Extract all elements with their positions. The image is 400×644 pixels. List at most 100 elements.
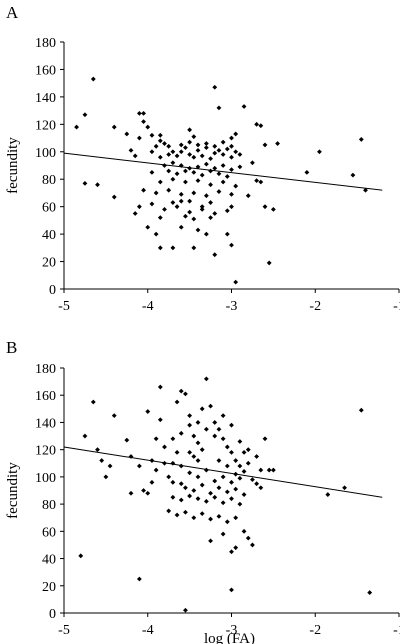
panel-label: B bbox=[6, 338, 17, 357]
data-point bbox=[111, 194, 117, 200]
data-point bbox=[220, 163, 226, 168]
data-point bbox=[241, 528, 247, 534]
data-point bbox=[103, 474, 109, 480]
data-point bbox=[270, 207, 276, 212]
data-point bbox=[358, 407, 364, 413]
data-point bbox=[157, 384, 163, 390]
data-point bbox=[166, 508, 172, 514]
data-point bbox=[136, 576, 142, 582]
data-point bbox=[216, 513, 222, 519]
data-point bbox=[195, 148, 201, 153]
data-point bbox=[258, 123, 264, 129]
data-point bbox=[233, 183, 239, 189]
data-point bbox=[212, 84, 218, 90]
data-point bbox=[254, 178, 260, 183]
data-point bbox=[187, 493, 193, 499]
data-point bbox=[153, 143, 159, 149]
data-point bbox=[199, 511, 205, 517]
data-point bbox=[178, 149, 184, 155]
data-point bbox=[220, 179, 226, 185]
data-point bbox=[178, 497, 184, 503]
y-tick-label: 120 bbox=[35, 444, 56, 459]
data-point bbox=[178, 142, 184, 148]
data-point bbox=[229, 167, 234, 173]
data-point bbox=[174, 449, 180, 455]
data-point bbox=[229, 242, 234, 248]
data-point bbox=[212, 150, 218, 156]
data-point bbox=[220, 474, 226, 480]
data-point bbox=[363, 187, 368, 193]
data-point bbox=[208, 156, 213, 162]
data-point bbox=[229, 496, 234, 502]
data-point bbox=[199, 482, 205, 488]
data-point bbox=[162, 207, 167, 212]
data-point bbox=[191, 454, 197, 459]
data-point bbox=[250, 477, 255, 483]
data-point bbox=[233, 486, 239, 492]
data-point bbox=[78, 553, 84, 559]
data-point bbox=[136, 135, 142, 141]
data-point bbox=[82, 433, 88, 439]
data-point bbox=[153, 190, 159, 196]
data-point bbox=[178, 191, 184, 197]
data-point bbox=[245, 535, 251, 541]
data-point bbox=[254, 121, 260, 127]
data-point bbox=[208, 215, 213, 221]
data-point bbox=[145, 409, 151, 414]
data-point bbox=[224, 444, 230, 450]
y-tick-label: 140 bbox=[35, 416, 56, 431]
data-point bbox=[245, 460, 251, 466]
data-point bbox=[241, 492, 247, 497]
data-point bbox=[317, 149, 322, 155]
data-point bbox=[224, 231, 230, 237]
data-point bbox=[187, 470, 193, 476]
data-point bbox=[187, 152, 193, 157]
data-point bbox=[224, 519, 230, 525]
data-point bbox=[199, 172, 205, 178]
data-point bbox=[233, 458, 239, 463]
data-point bbox=[203, 426, 209, 432]
data-point bbox=[195, 142, 201, 148]
data-point bbox=[266, 260, 272, 266]
data-point bbox=[149, 149, 155, 155]
data-point bbox=[262, 142, 268, 148]
data-point bbox=[229, 135, 234, 141]
data-point bbox=[187, 127, 193, 133]
data-point bbox=[258, 179, 264, 185]
data-point bbox=[124, 131, 130, 137]
data-point bbox=[258, 485, 264, 491]
data-point bbox=[258, 467, 264, 473]
x-tick-label: -3 bbox=[226, 623, 238, 638]
data-point bbox=[170, 436, 176, 442]
y-tick-label: 140 bbox=[35, 91, 56, 106]
data-point bbox=[212, 433, 218, 439]
data-point bbox=[95, 447, 100, 453]
data-point bbox=[203, 376, 209, 382]
data-point bbox=[145, 224, 151, 230]
data-point bbox=[128, 148, 134, 153]
data-point bbox=[187, 139, 193, 145]
data-point bbox=[183, 145, 188, 151]
data-point bbox=[170, 494, 176, 500]
data-point bbox=[149, 169, 155, 175]
data-point bbox=[183, 168, 188, 174]
data-point bbox=[254, 454, 260, 459]
data-point bbox=[262, 436, 268, 442]
data-point bbox=[216, 148, 222, 153]
data-point bbox=[128, 490, 134, 496]
data-point bbox=[157, 138, 163, 144]
data-point bbox=[229, 422, 234, 428]
data-point bbox=[250, 542, 255, 548]
data-point bbox=[208, 168, 213, 174]
data-point bbox=[166, 152, 172, 157]
data-point bbox=[216, 426, 222, 432]
data-point bbox=[162, 141, 167, 146]
data-point bbox=[304, 169, 310, 175]
data-point bbox=[178, 430, 184, 436]
data-point bbox=[367, 590, 373, 595]
data-point bbox=[187, 422, 193, 428]
data-point bbox=[195, 458, 201, 463]
panel-label: A bbox=[6, 3, 19, 22]
data-point bbox=[195, 420, 201, 425]
